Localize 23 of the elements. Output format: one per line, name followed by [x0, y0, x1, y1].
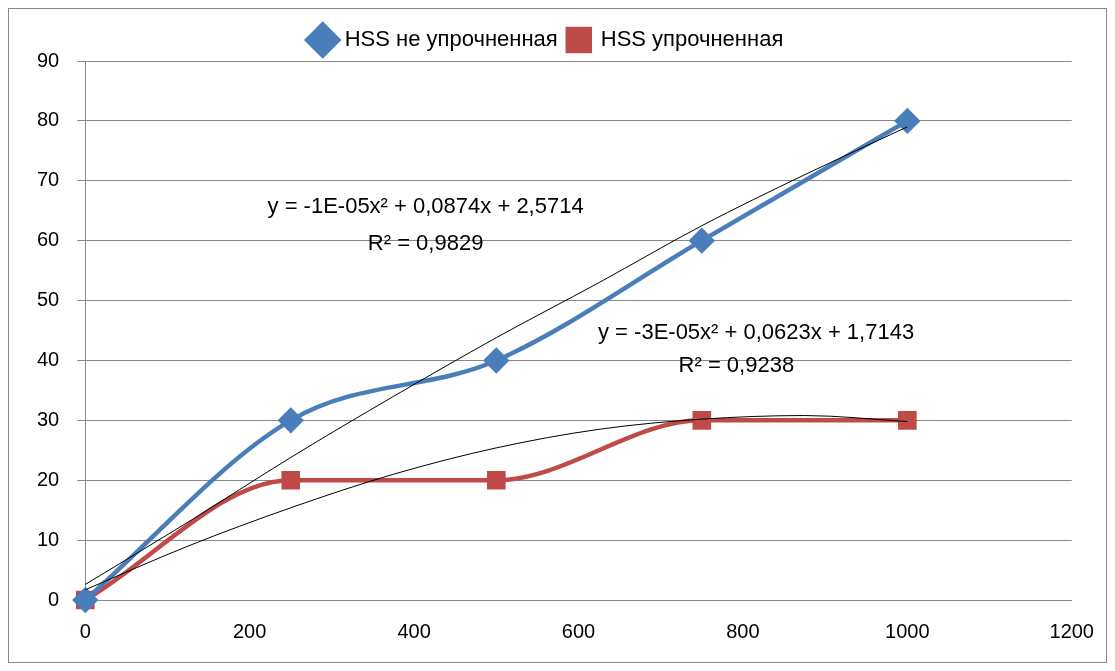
y-tick-label: 60: [37, 228, 60, 251]
y-tick-label: 70: [37, 168, 60, 191]
y-tick-label: 40: [37, 347, 60, 370]
y-tick-label: 80: [37, 108, 60, 131]
x-tick-label: 800: [726, 619, 760, 642]
x-tick-label: 0: [79, 619, 91, 642]
y-tick-label: 20: [37, 467, 60, 490]
x-tick-label: 1200: [1049, 619, 1094, 642]
x-tick-label: 200: [232, 619, 267, 642]
x-tick-label: 1000: [885, 619, 930, 642]
x-tick-label: 600: [561, 619, 596, 642]
legend-label: HSS упрочненная: [600, 26, 784, 52]
annotation: y = -1E-05x² + 0,0874x + 2,5714: [267, 192, 584, 218]
legend-label: HSS не упрочненная: [344, 26, 558, 52]
y-tick-label: 10: [37, 527, 60, 550]
x-tick-label: 400: [397, 619, 431, 642]
annotation: y = -3E-05x² + 0,0623x + 1,7143: [597, 319, 915, 345]
y-tick-label: 50: [37, 288, 60, 311]
annotation: R² = 0,9829: [367, 230, 484, 256]
y-tick-label: 0: [48, 587, 60, 610]
annotation: R² = 0,9238: [678, 351, 795, 377]
y-tick-label: 90: [37, 48, 60, 71]
y-tick-label: 30: [37, 407, 60, 430]
